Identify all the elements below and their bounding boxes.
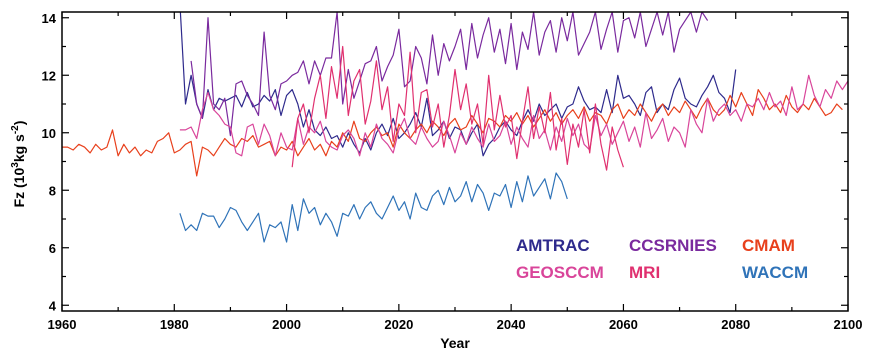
x-tick-label: 2000 (272, 317, 301, 332)
y-tick-label: 4 (49, 298, 57, 313)
y-axis-title-sup1: 3 (10, 162, 21, 168)
series-line-waccm (179, 172, 568, 243)
series-line-amtrac (179, 12, 737, 157)
legend-item-geosccm: GEOSCCM (516, 263, 604, 282)
x-tick-label: 1960 (48, 317, 77, 332)
legend-item-amtrac: AMTRAC (516, 236, 590, 255)
y-tick-label: 8 (49, 183, 56, 198)
legend: AMTRAC CCSRNIES CMAM GEOSCCM MRI WACCM (516, 236, 808, 282)
legend-item-ccsrnies: CCSRNIES (629, 236, 717, 255)
x-tick-label: 1980 (160, 317, 189, 332)
y-axis-title: Fz (103kg s-2) (10, 121, 27, 208)
series-line-cmam (62, 88, 843, 177)
y-axis-title-end: ) (11, 121, 27, 126)
y-axis-title-mid: kg s (11, 134, 27, 162)
x-axis-title: Year (440, 335, 470, 351)
y-tick-label: 14 (42, 11, 57, 26)
series-line-mri (291, 45, 624, 171)
y-tick-label: 12 (42, 68, 56, 83)
series-layer (62, 12, 848, 243)
x-tick-label: 2060 (609, 317, 638, 332)
plot-frame (61, 11, 849, 312)
y-axis-title-sup2: -2 (10, 125, 21, 134)
legend-item-waccm: WACCM (742, 263, 808, 282)
x-tick-label: 2080 (721, 317, 750, 332)
y-tick-label: 6 (49, 241, 56, 256)
x-tick-label: 2040 (497, 317, 526, 332)
legend-item-cmam: CMAM (742, 236, 795, 255)
y-axis-title-main: Fz (10 (11, 168, 27, 208)
y-tick-label: 10 (42, 126, 56, 141)
series-line-ccsrnies (190, 12, 709, 137)
x-tick-label: 2100 (834, 317, 863, 332)
tick-layer: 1960 1980 2000 2020 2040 2060 2080 2100 4 6 8 10 12 1… (42, 11, 863, 332)
x-tick-label: 2020 (384, 317, 413, 332)
legend-item-mri: MRI (629, 263, 660, 282)
